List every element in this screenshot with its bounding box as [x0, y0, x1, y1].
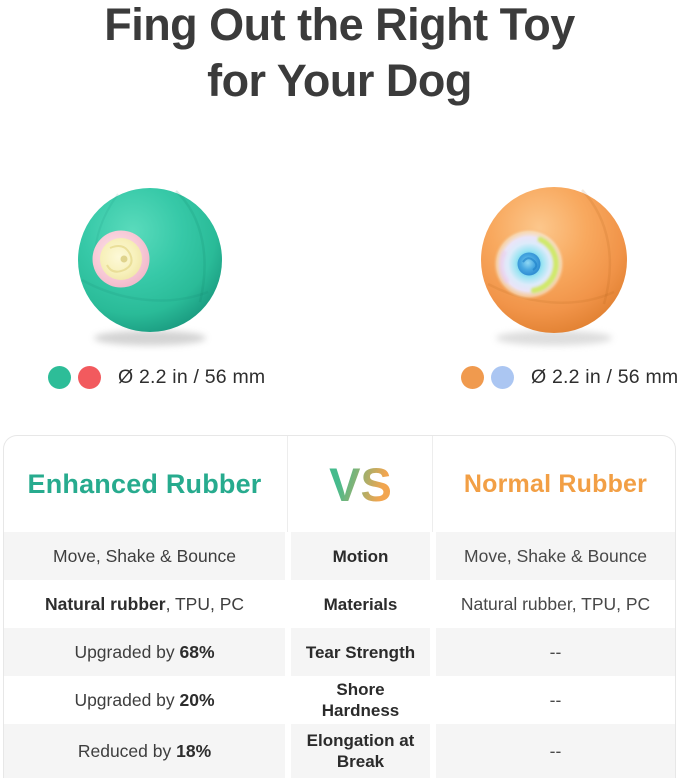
- table-row-shore-hardness: Upgraded by 20% Shore Hardness --: [4, 676, 675, 724]
- normal-size-label: Ø 2.2 in / 56 mm: [531, 365, 679, 388]
- normal-ball-photo: [462, 176, 646, 352]
- enhanced-tear-strength-value: Upgraded by 68%: [4, 628, 285, 676]
- normal-materials-value: Natural rubber, TPU, PC: [460, 593, 651, 614]
- enhanced-rubber-header: Enhanced Rubber: [27, 468, 262, 499]
- normal-shore-hardness-value: --: [549, 689, 562, 710]
- table-row-elongation: Reduced by 18% Elongation at Break --: [4, 724, 675, 778]
- enhanced-ball-image: [78, 188, 222, 346]
- table-row-materials: Natural rubber, TPU, PC Materials Natura…: [4, 580, 675, 628]
- enhanced-color-dot-coral: [78, 365, 101, 389]
- attribute-label-elongation: Elongation at Break: [291, 724, 430, 778]
- attribute-label-shore-hardness: Shore Hardness: [321, 680, 400, 720]
- page-title-line2: for Your Dog: [207, 55, 472, 106]
- attribute-label-materials: Materials: [323, 594, 398, 614]
- normal-ball-image: [481, 187, 627, 346]
- enhanced-elongation-value: Reduced by 18%: [4, 724, 285, 778]
- enhanced-ball-photo: [58, 176, 242, 352]
- enhanced-motion-value: Move, Shake & Bounce: [4, 532, 285, 580]
- normal-rubber-header: Normal Rubber: [463, 469, 648, 498]
- comparison-table: Enhanced Rubber VS Normal Rubber Move, S…: [3, 435, 676, 778]
- table-row-tear-strength: Upgraded by 68% Tear Strength --: [4, 628, 675, 676]
- vs-label: VS: [291, 461, 430, 508]
- normal-color-dot-orange: [461, 365, 484, 389]
- enhanced-swatch-row: Ø 2.2 in / 56 mm: [48, 364, 265, 390]
- enhanced-size-label: Ø 2.2 in / 56 mm: [118, 365, 266, 388]
- comparison-table-header: Enhanced Rubber VS Normal Rubber: [4, 436, 675, 532]
- normal-swatch-row: Ø 2.2 in / 56 mm: [461, 364, 678, 390]
- page-title: Fing Out the Right Toy for Your Dog: [0, 0, 679, 109]
- normal-tear-strength-value: --: [436, 628, 675, 676]
- normal-color-dot-blue: [491, 365, 514, 389]
- attribute-label-motion: Motion: [291, 532, 430, 580]
- enhanced-materials-value: Natural rubber, TPU, PC: [44, 593, 245, 614]
- table-row-motion: Move, Shake & Bounce Motion Move, Shake …: [4, 532, 675, 580]
- normal-elongation-value: --: [436, 724, 675, 778]
- enhanced-color-dot-teal: [48, 365, 71, 389]
- normal-motion-value: Move, Shake & Bounce: [436, 532, 675, 580]
- enhanced-shore-hardness-value: Upgraded by 20%: [74, 689, 215, 710]
- page-title-line1: Fing Out the Right Toy: [104, 0, 575, 50]
- attribute-label-tear-strength: Tear Strength: [291, 628, 430, 676]
